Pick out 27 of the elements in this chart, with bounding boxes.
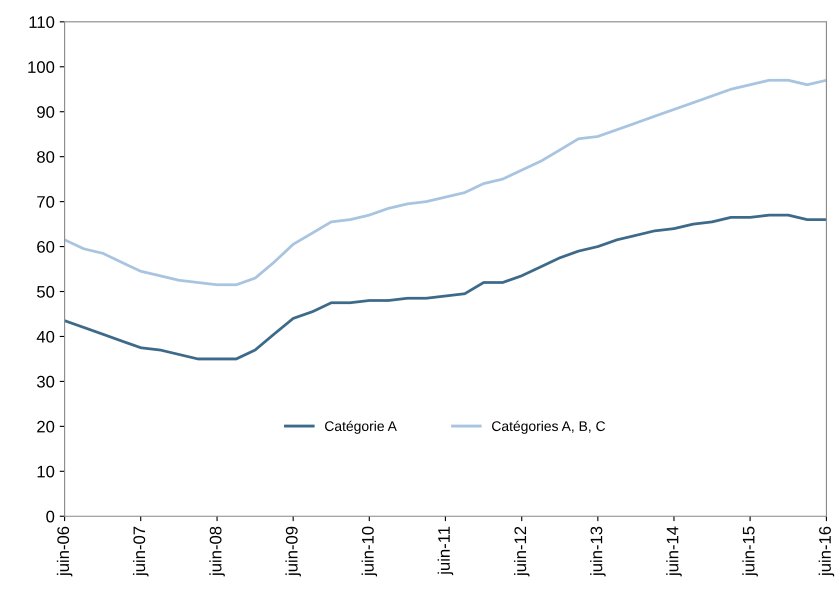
x-tick-label: juin-07 (132, 526, 148, 576)
line-series (64, 78, 826, 286)
x-tick-label: juin-15 (742, 526, 758, 576)
legend-label: Catégorie A (325, 420, 397, 434)
y-tick-label: 110 (30, 16, 54, 28)
y-tick-label: 100 (28, 61, 54, 73)
x-tick-label: juin-14 (666, 526, 682, 576)
y-tick-label: 80 (37, 151, 54, 163)
y-tick-label: 30 (36, 376, 54, 388)
y-tick-label: 40 (36, 330, 54, 343)
y-tick-label: 50 (37, 286, 54, 298)
x-tick-label: juin-12 (514, 526, 530, 576)
legend-label: Catégories A, B, C (492, 420, 606, 434)
y-tick-label: 60 (37, 240, 54, 253)
x-tick-label: juin-10 (362, 526, 378, 576)
x-tick-label: juin-06 (56, 526, 72, 576)
y-tick-label: 10 (38, 466, 54, 478)
y-tick-label: 20 (37, 420, 54, 433)
x-tick-label: juin-13 (590, 526, 606, 576)
x-tick-label: juin-08 (209, 526, 225, 576)
y-tick-label: 0 (46, 510, 54, 522)
x-tick-label: juin-16 (818, 526, 834, 576)
y-tick-label: 90 (37, 106, 54, 118)
x-tick-label: juin-11 (438, 526, 454, 576)
line-series (64, 214, 826, 360)
x-tick-label: juin-09 (285, 526, 301, 576)
y-tick-label: 70 (37, 196, 54, 208)
